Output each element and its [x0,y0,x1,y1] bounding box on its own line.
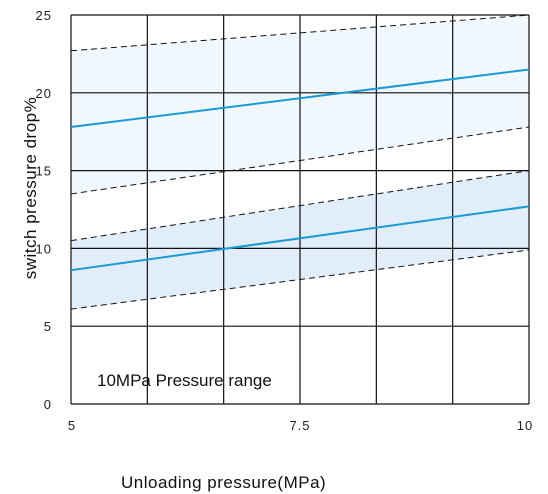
series-1-line [70,68,530,129]
y-tick-label-5: 5 [44,319,52,334]
series-2-upper-bound [70,170,530,242]
x-tick-label-7-5: 7.5 [289,418,310,433]
x-tick-label-10: 10 [517,418,533,433]
x-tick-label-5: 5 [68,418,76,433]
series-layer [70,14,530,310]
y-tick-label-20: 20 [36,86,52,101]
series-2-lower-bound [70,249,530,310]
series-1-lower-bound [70,126,530,195]
tick-labels: 0 5 10 15 20 25 5 7.5 10 [36,8,533,433]
series-1-upper-bound [70,14,530,52]
y-tick-label-15: 15 [36,164,52,179]
annotation-text: 10MPa Pressure range [97,371,272,390]
series-2-line [70,205,530,272]
y-tick-label-10: 10 [36,241,52,256]
y-tick-label-0: 0 [44,397,52,412]
y-axis-title: switch pressure drop% [21,97,40,279]
x-axis-title: Unloading pressure(MPa) [121,473,326,492]
y-tick-label-25: 25 [36,8,52,23]
